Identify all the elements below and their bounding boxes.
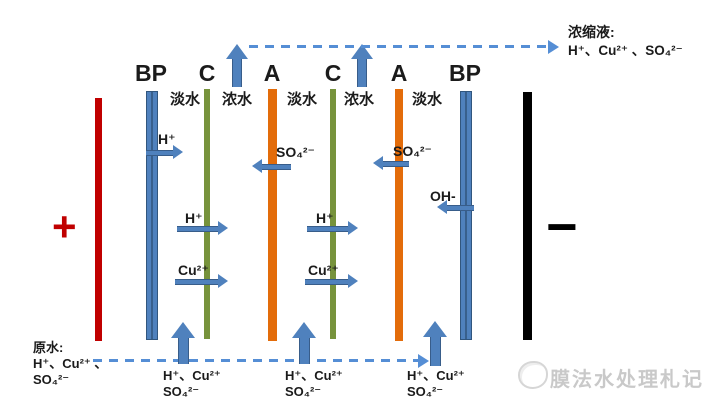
membrane-label-a1: A bbox=[263, 60, 281, 86]
membrane-label-a2: A bbox=[390, 60, 408, 86]
compartment-label-concentrate-2: 浓水 bbox=[344, 91, 375, 108]
arrow-head bbox=[171, 322, 195, 338]
inlet-ions-line2: SO₄²⁻ bbox=[163, 384, 200, 399]
arrow-shaft bbox=[175, 279, 220, 285]
bipolar-membrane-1 bbox=[146, 91, 158, 340]
cathode-minus-sign: − bbox=[546, 197, 578, 257]
ion-label-so4-a2: SO₄²⁻ bbox=[393, 143, 432, 159]
ion-label-h-c2: H⁺ bbox=[316, 210, 334, 226]
ion-label-so4-a1: SO₄²⁻ bbox=[276, 144, 315, 160]
feed-inlet-ions-1: H⁺、Cu²⁺ SO₄²⁻ bbox=[163, 368, 221, 400]
ion-arrow-oh-bp2 bbox=[437, 200, 474, 215]
feed-inlet-arrow-3 bbox=[423, 321, 447, 366]
arrow-shaft bbox=[232, 59, 242, 87]
ion-arrow-so4-a1 bbox=[252, 159, 291, 174]
feed-source-text: 原水: H⁺、Cu²⁺ 、 SO₄²⁻ bbox=[33, 340, 107, 388]
feed-inlet-ions-3: H⁺、Cu²⁺ SO₄²⁻ bbox=[407, 368, 465, 400]
cation-membrane-2 bbox=[330, 89, 336, 339]
feed-dashed-arrowhead-icon bbox=[418, 354, 429, 368]
cathode-electrode bbox=[523, 92, 532, 340]
inlet-ions-line1: H⁺、Cu²⁺ bbox=[163, 368, 221, 383]
bipolar-membrane-2 bbox=[460, 91, 472, 340]
arrow-head bbox=[218, 274, 228, 288]
ion-arrow-h-c2 bbox=[307, 221, 358, 236]
compartment-label-concentrate-1: 浓水 bbox=[222, 91, 253, 108]
inlet-ions-line1: H⁺、Cu²⁺ bbox=[285, 368, 343, 383]
anode-electrode bbox=[95, 98, 102, 341]
concentrate-dashed-arrowhead-icon bbox=[548, 40, 559, 54]
arrow-head bbox=[423, 321, 447, 337]
arrow-shaft bbox=[445, 205, 474, 211]
watermark-text: 膜法水处理札记 bbox=[550, 369, 704, 391]
arrow-shaft bbox=[260, 164, 291, 170]
arrow-head bbox=[226, 44, 248, 59]
arrow-head bbox=[348, 274, 358, 288]
ion-label-h-c1: H⁺ bbox=[185, 210, 203, 226]
arrow-shaft bbox=[305, 279, 350, 285]
arrow-shaft bbox=[307, 226, 350, 232]
arrow-shaft bbox=[429, 337, 441, 366]
concentrate-outlet-arrow-2 bbox=[351, 44, 373, 87]
membrane-label-bp2: BP bbox=[449, 60, 481, 86]
arrow-shaft bbox=[177, 338, 189, 364]
ion-arrow-cu-c2 bbox=[305, 274, 358, 289]
membrane-label-c1: C bbox=[198, 60, 216, 86]
ion-label-cu-c1: Cu²⁺ bbox=[178, 262, 209, 278]
feed-inlet-arrow-1 bbox=[171, 322, 195, 364]
inlet-ions-line2: SO₄²⁻ bbox=[407, 384, 444, 399]
concentrate-ions: H⁺、Cu²⁺ 、SO₄²⁻ bbox=[568, 43, 683, 58]
compartment-label-dilute-3: 淡水 bbox=[412, 91, 443, 108]
arrow-shaft bbox=[381, 161, 409, 167]
anion-membrane-2 bbox=[395, 89, 403, 341]
arrow-head bbox=[173, 145, 183, 159]
ion-arrow-cu-c1 bbox=[175, 274, 228, 289]
arrow-shaft bbox=[146, 150, 175, 156]
ion-arrow-h-bp1 bbox=[146, 145, 183, 160]
ion-arrow-so4-a2 bbox=[373, 156, 409, 171]
arrow-shaft bbox=[357, 59, 367, 87]
feed-inlet-arrow-2 bbox=[292, 322, 316, 364]
ion-label-h-bp1: H⁺ bbox=[158, 131, 176, 147]
ion-label-cu-c2: Cu²⁺ bbox=[308, 262, 339, 278]
anion-membrane-1 bbox=[268, 89, 277, 341]
feed-title: 原水: bbox=[33, 340, 64, 355]
inlet-ions-line2: SO₄²⁻ bbox=[285, 384, 322, 399]
arrow-head bbox=[292, 322, 316, 338]
ion-label-oh-bp2: OH- bbox=[430, 188, 456, 204]
concentrate-outlet-arrow-1 bbox=[226, 44, 248, 87]
arrow-head bbox=[252, 159, 262, 173]
arrow-head bbox=[437, 200, 447, 214]
feed-ions-line2: SO₄²⁻ bbox=[33, 372, 70, 387]
arrow-head bbox=[348, 221, 358, 235]
ion-arrow-h-c1 bbox=[177, 221, 228, 236]
feed-ions-line1: H⁺、Cu²⁺ 、 bbox=[33, 356, 108, 371]
watermark-logo-icon bbox=[518, 361, 548, 389]
arrow-shaft bbox=[298, 338, 310, 364]
arrow-head bbox=[218, 221, 228, 235]
cation-membrane-1 bbox=[204, 89, 210, 339]
compartment-label-dilute-1: 淡水 bbox=[170, 91, 201, 108]
concentrate-title: 浓缩液: bbox=[568, 24, 615, 40]
compartment-label-dilute-2: 淡水 bbox=[287, 91, 318, 108]
arrow-head bbox=[373, 156, 383, 170]
anode-plus-sign: + bbox=[52, 203, 77, 250]
feed-dashed-line bbox=[93, 359, 420, 362]
concentrate-dashed-line bbox=[249, 45, 549, 48]
inlet-ions-line1: H⁺、Cu²⁺ bbox=[407, 368, 465, 383]
membrane-label-c2: C bbox=[324, 60, 342, 86]
membrane-label-bp1: BP bbox=[135, 60, 167, 86]
feed-inlet-ions-2: H⁺、Cu²⁺ SO₄²⁻ bbox=[285, 368, 343, 400]
arrow-shaft bbox=[177, 226, 220, 232]
